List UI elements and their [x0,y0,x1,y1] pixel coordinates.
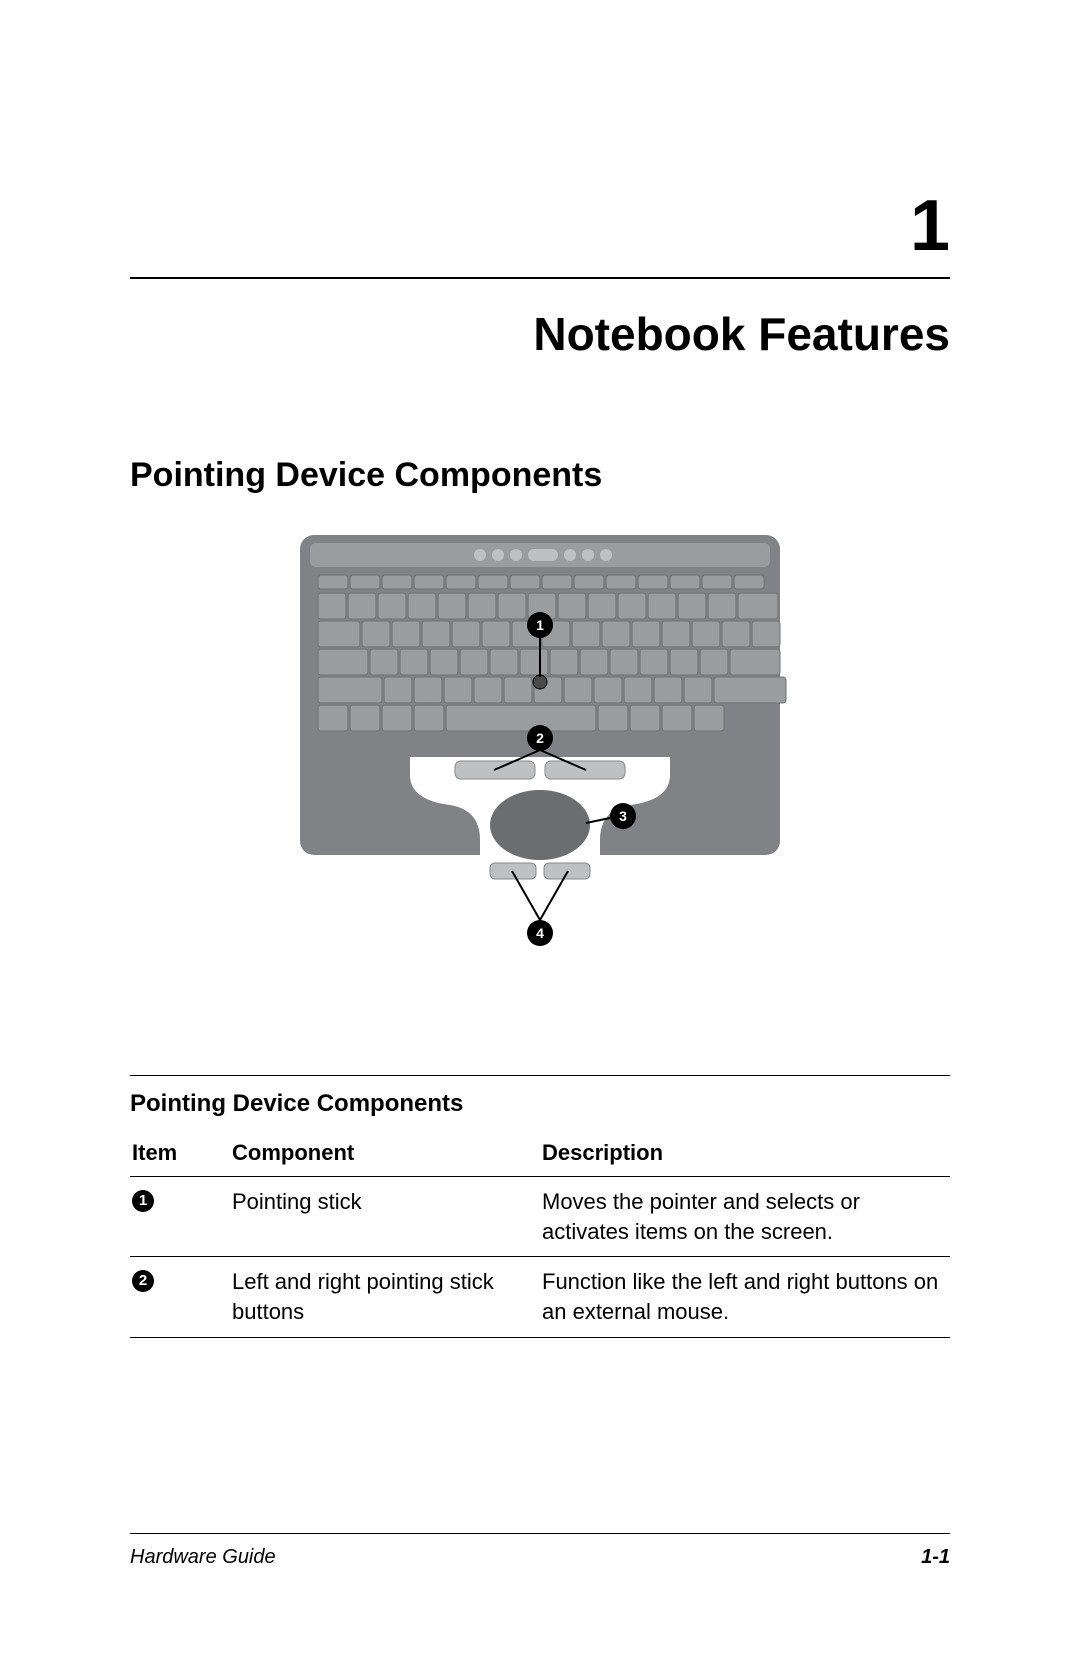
components-table: Pointing Device Components Item Componen… [130,1075,950,1338]
media-buttons [474,549,612,561]
cell-component: Left and right pointing stick buttons [230,1257,540,1337]
table-row: 1 Pointing stick Moves the pointer and s… [130,1177,950,1257]
col-component-header: Component [230,1130,540,1177]
chapter-title: Notebook Features [130,307,950,361]
keyboard-illustration: 1 2 3 4 [290,525,790,955]
figure: 1 2 3 4 [130,525,950,960]
chapter-number: 1 [130,185,950,267]
table-title: Pointing Device Components [130,1076,950,1130]
pointing-stick [533,675,547,689]
touchpad [490,790,590,860]
item-badge: 1 [132,1190,154,1212]
chapter-rule [130,277,950,279]
col-item-header: Item [130,1130,230,1177]
svg-text:3: 3 [619,808,627,824]
svg-text:2: 2 [536,730,544,746]
svg-text:1: 1 [536,617,544,633]
keyboard-keys [318,575,786,731]
table-row: 2 Left and right pointing stick buttons … [130,1257,950,1337]
footer-left: Hardware Guide [130,1546,276,1569]
page-footer: Hardware Guide 1-1 [130,1533,950,1569]
cell-description: Moves the pointer and selects or activat… [540,1177,950,1257]
footer-right: 1-1 [921,1546,950,1569]
col-description-header: Description [540,1130,950,1177]
section-title: Pointing Device Components [130,456,950,495]
cell-description: Function like the left and right buttons… [540,1257,950,1337]
svg-text:4: 4 [536,925,544,941]
table-header-row: Item Component Description [130,1130,950,1177]
cell-component: Pointing stick [230,1177,540,1257]
item-badge: 2 [132,1270,154,1292]
